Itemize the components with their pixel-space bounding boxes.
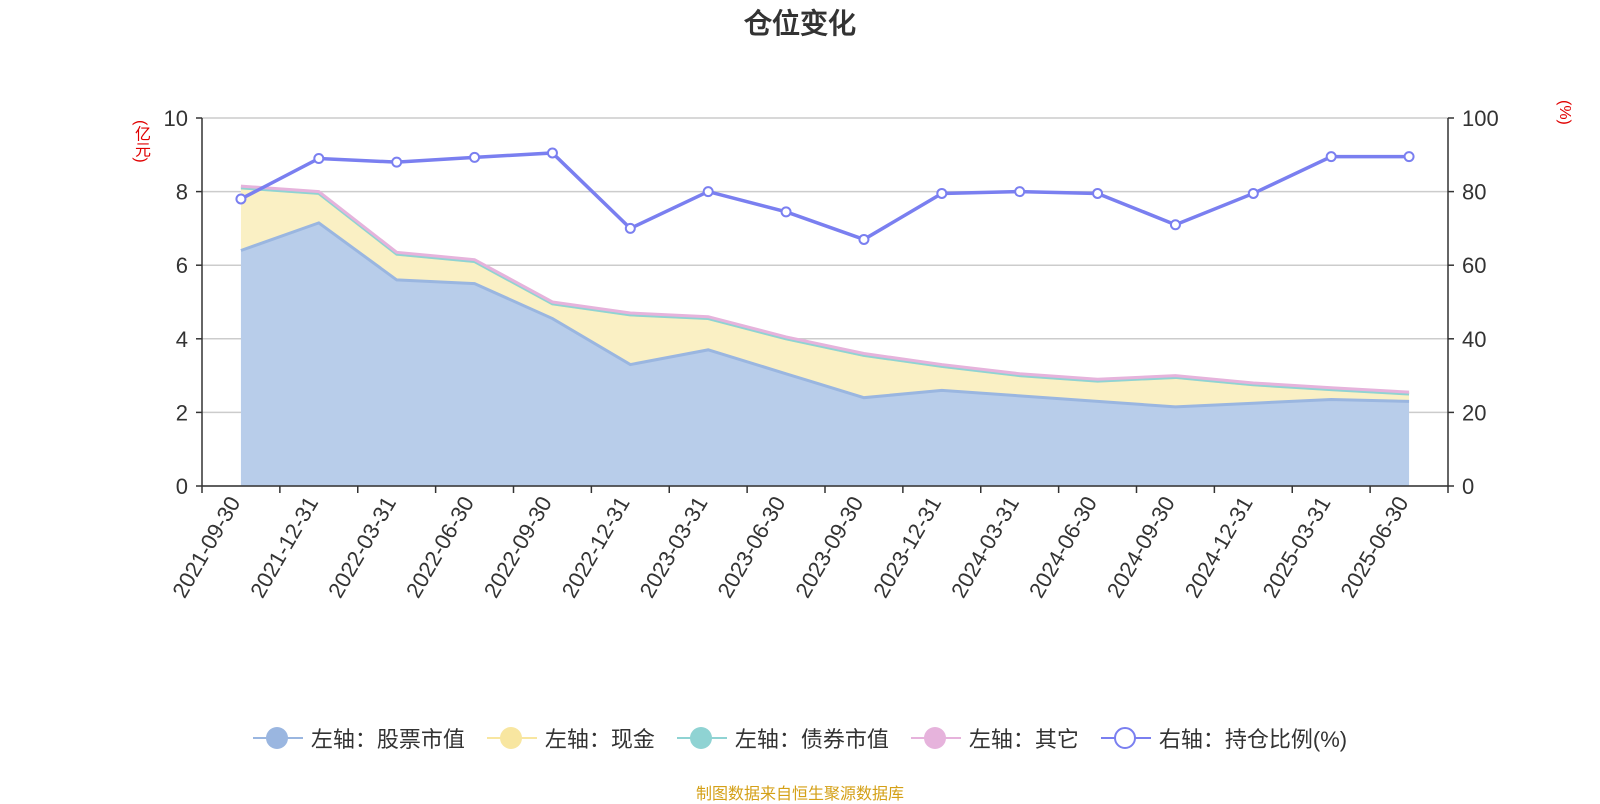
- legend-label: 右轴：持仓比例(%): [1158, 727, 1348, 752]
- x-tick-label: 2023-03-31: [635, 492, 713, 602]
- left-tick-label: 8: [176, 180, 188, 205]
- x-tick-label: 2025-03-31: [1258, 492, 1336, 602]
- line-stock: [240, 221, 1410, 409]
- left-tick-label: 2: [176, 400, 188, 425]
- ratio-point: [624, 222, 636, 234]
- left-tick-label: 0: [176, 474, 188, 499]
- line-other: [240, 184, 1410, 394]
- x-tick-label: 2022-09-30: [479, 492, 557, 602]
- legend-marker-icon: [1100, 727, 1151, 749]
- right-axis-unit: (%): [1556, 100, 1573, 125]
- x-tick-label: 2024-03-31: [946, 492, 1024, 602]
- left-axis-unit: (亿元): [132, 120, 149, 163]
- chart-title: 仓位变化: [743, 8, 856, 39]
- legend-label: 左轴：股票市值: [310, 727, 465, 752]
- ratio-point: [780, 206, 792, 218]
- x-tick-label: 2023-09-30: [790, 492, 868, 602]
- ratio-point: [391, 156, 403, 168]
- x-tick-label: 2023-12-31: [868, 492, 946, 602]
- legend-label: 左轴：债券市值: [734, 727, 889, 752]
- ratio-point: [235, 193, 247, 205]
- ratio-point: [1325, 151, 1337, 163]
- area-stock: [240, 222, 1410, 486]
- x-tick-label: 2022-03-31: [323, 492, 401, 602]
- legend-item-stock[interactable]: 左轴：股票市值: [252, 722, 465, 754]
- area-cash: [240, 187, 1410, 407]
- ratio-point: [313, 152, 325, 164]
- x-tick-label: 2025-06-30: [1335, 492, 1413, 602]
- left-tick-label: 4: [176, 327, 188, 352]
- legend-marker-icon: [252, 727, 303, 749]
- legend-item-ratio[interactable]: 右轴：持仓比例(%): [1100, 722, 1348, 754]
- ratio-point: [1014, 186, 1026, 198]
- ratio-point: [936, 187, 948, 199]
- right-tick-label: 20: [1462, 400, 1486, 425]
- chart-legend: 左轴：股票市值 左轴：现金 左轴：债券市值 左轴：其它 右轴：持仓比例(%): [0, 722, 1600, 754]
- left-tick-label: 6: [176, 253, 188, 278]
- ratio-point: [702, 186, 714, 198]
- ratio-point: [1403, 151, 1415, 163]
- legend-marker-icon: [486, 727, 537, 749]
- ratio-point: [858, 233, 870, 245]
- right-tick-label: 40: [1462, 327, 1486, 352]
- x-tick-label: 2021-12-31: [245, 492, 323, 602]
- x-tick-label: 2021-09-30: [167, 492, 245, 602]
- right-tick-label: 100: [1462, 106, 1499, 131]
- legend-item-other[interactable]: 左轴：其它: [910, 722, 1079, 754]
- left-tick-label: 10: [164, 106, 188, 131]
- legend-marker-icon: [910, 727, 961, 749]
- ratio-point: [1092, 187, 1104, 199]
- legend-item-cash[interactable]: 左轴：现金: [486, 722, 655, 754]
- right-tick-label: 60: [1462, 253, 1486, 278]
- x-tick-label: 2024-06-30: [1024, 492, 1102, 602]
- x-tick-label: 2024-09-30: [1102, 492, 1180, 602]
- ratio-line: [240, 151, 1410, 242]
- legend-marker-icon: [676, 727, 727, 749]
- x-tick-label: 2022-06-30: [401, 492, 479, 602]
- x-tick-label: 2024-12-31: [1180, 492, 1258, 602]
- ratio-point: [1169, 219, 1181, 231]
- line-bond: [240, 186, 1410, 396]
- legend-item-bond[interactable]: 左轴：债券市值: [676, 722, 889, 754]
- right-tick-label: 80: [1462, 180, 1486, 205]
- ratio-point: [1247, 187, 1259, 199]
- ratio-point: [546, 147, 558, 159]
- data-source-footer: 制图数据来自恒生聚源数据库: [695, 786, 904, 803]
- x-tick-label: 2023-06-30: [712, 492, 790, 602]
- legend-label: 左轴：现金: [544, 727, 655, 752]
- legend-label: 左轴：其它: [968, 727, 1079, 752]
- right-tick-label: 0: [1462, 474, 1474, 499]
- ratio-point: [469, 151, 481, 163]
- x-tick-label: 2022-12-31: [557, 492, 635, 602]
